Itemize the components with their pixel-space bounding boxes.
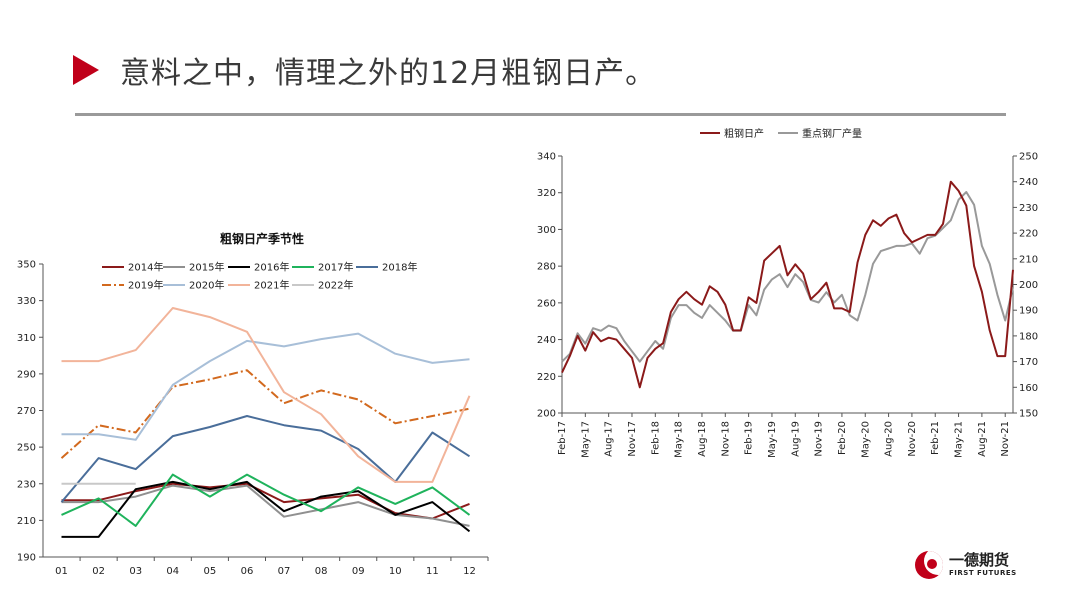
x-tick-label: Aug-18 [697, 421, 708, 457]
right-y-tick-label: 160 [1019, 383, 1038, 394]
y-tick-label: 350 [17, 260, 36, 271]
x-tick-label: Aug-21 [977, 421, 988, 457]
x-tick-label: Feb-17 [557, 421, 568, 455]
legend-label: 粗钢日产 [724, 127, 764, 140]
x-tick-label: May-18 [674, 421, 685, 458]
x-tick-label: 02 [92, 566, 105, 577]
right-y-tick-label: 220 [1019, 229, 1038, 240]
x-tick-label: Aug-19 [790, 421, 801, 457]
left-y-tick-label: 260 [537, 298, 556, 309]
x-tick-label: Nov-21 [1000, 421, 1011, 457]
x-tick-label: Nov-17 [627, 421, 638, 457]
y-tick-label: 330 [17, 296, 36, 307]
slide-title: 意料之中，情理之外的12月粗钢日产。 [120, 56, 657, 91]
y-tick-label: 190 [17, 553, 36, 564]
legend-label: 2018年 [382, 261, 417, 274]
chart-series [60, 307, 471, 538]
x-tick-label: Nov-18 [720, 421, 731, 457]
x-tick-label: Feb-20 [837, 421, 848, 455]
x-tick-label: Aug-20 [884, 421, 895, 457]
x-tick-label: 09 [352, 566, 365, 577]
left-y-tick-label: 300 [537, 225, 556, 236]
right-y-tick-label: 150 [1019, 409, 1038, 420]
right-y-tick-label: 180 [1019, 331, 1038, 342]
left-y-tick-label: 200 [537, 409, 556, 420]
y-tick-label: 230 [17, 479, 36, 490]
y-tick-label: 270 [17, 406, 36, 417]
chart-legend: 粗钢日产 重点钢厂产量 [700, 127, 862, 140]
series-line-2014年 [61, 482, 470, 520]
series-line-2021年 [61, 307, 471, 483]
x-tick-label: Feb-18 [650, 421, 661, 455]
left-y-tick-label: 220 [537, 372, 556, 383]
legend-label: 2021年 [254, 279, 289, 292]
x-tick-label: 04 [166, 566, 179, 577]
y-tick-label: 250 [17, 443, 36, 454]
crude-steel-vs-key-mills-chart: 粗钢日产 重点钢厂产量 200 220 240 260 280 300 320 340 150 16… [537, 127, 1038, 458]
x-tick-label: May-21 [954, 421, 965, 458]
x-tick-label: 06 [241, 566, 254, 577]
left-y-tick-label: 340 [537, 152, 556, 163]
series-line-2018年 [60, 415, 471, 503]
right-y-tick-label: 210 [1019, 254, 1038, 265]
right-y-tick-label: 240 [1019, 177, 1038, 188]
x-tick-label: 10 [389, 566, 402, 577]
chart-title: 粗钢日产季节性 [220, 231, 304, 246]
left-y-tick-label: 240 [537, 335, 556, 346]
x-tick-label: Nov-19 [814, 421, 825, 457]
left-y-tick-label: 320 [537, 188, 556, 199]
title-arrow-icon [73, 55, 99, 85]
right-y-tick-label: 230 [1019, 203, 1038, 214]
chart-axes: 200 220 240 260 280 300 320 340 150 160 170 180 190 2… [537, 152, 1038, 458]
legend-label: 2022年 [318, 279, 353, 292]
x-tick-label: Aug-17 [604, 421, 615, 457]
series-line-2016年 [61, 480, 471, 538]
x-tick-label: 08 [315, 566, 328, 577]
x-tick-label: 05 [204, 566, 217, 577]
legend-label: 2019年 [128, 279, 163, 292]
logo-name-en: FIRST FUTURES [949, 569, 1017, 577]
series-line-2017年 [61, 473, 471, 527]
series-line-重点钢厂产量 [561, 191, 1014, 363]
x-tick-label: 03 [129, 566, 142, 577]
right-y-tick-label: 190 [1019, 306, 1038, 317]
x-tick-label: 01 [55, 566, 68, 577]
series-line-2020年 [61, 332, 470, 441]
legend-label: 2015年 [189, 261, 224, 274]
y-tick-label: 290 [17, 369, 36, 380]
right-y-tick-label: 250 [1019, 152, 1038, 163]
x-tick-label: 11 [426, 566, 439, 577]
left-y-tick-label: 280 [537, 262, 556, 273]
x-tick-label: May-19 [767, 421, 778, 458]
legend-label: 重点钢厂产量 [802, 127, 862, 140]
y-tick-label: 210 [17, 516, 36, 527]
right-y-tick-label: 170 [1019, 357, 1038, 368]
right-y-tick-label: 200 [1019, 280, 1038, 291]
title-divider [75, 113, 1006, 116]
x-tick-label: Feb-21 [930, 421, 941, 455]
x-tick-label: Feb-19 [744, 421, 755, 455]
series-line-粗钢日产 [561, 180, 1014, 389]
logo-name-cn: 一德期货 [949, 551, 1010, 569]
y-tick-label: 310 [17, 333, 36, 344]
x-tick-label: May-17 [580, 421, 591, 458]
x-tick-label: 07 [278, 566, 291, 577]
x-tick-label: 12 [463, 566, 476, 577]
legend-label: 2017年 [318, 261, 353, 274]
x-tick-label: Nov-20 [907, 421, 918, 457]
legend-label: 2014年 [128, 261, 163, 274]
chart-axes: 190 210 230 250 270 290 310 330 350 01 02 03 04 05 06 0… [17, 260, 489, 577]
legend-label: 2020年 [189, 279, 224, 292]
chart-legend: 2014年 2015年 2016年 2017年 2018年 2019年 2020年 2021年… [102, 261, 417, 292]
series-line-2019年 [60, 369, 470, 459]
company-logo-icon [915, 551, 943, 579]
company-logo: 一德期货 FIRST FUTURES [915, 549, 1017, 583]
chart-series [561, 180, 1014, 389]
x-tick-label: May-20 [860, 421, 871, 458]
legend-label: 2016年 [254, 261, 289, 274]
